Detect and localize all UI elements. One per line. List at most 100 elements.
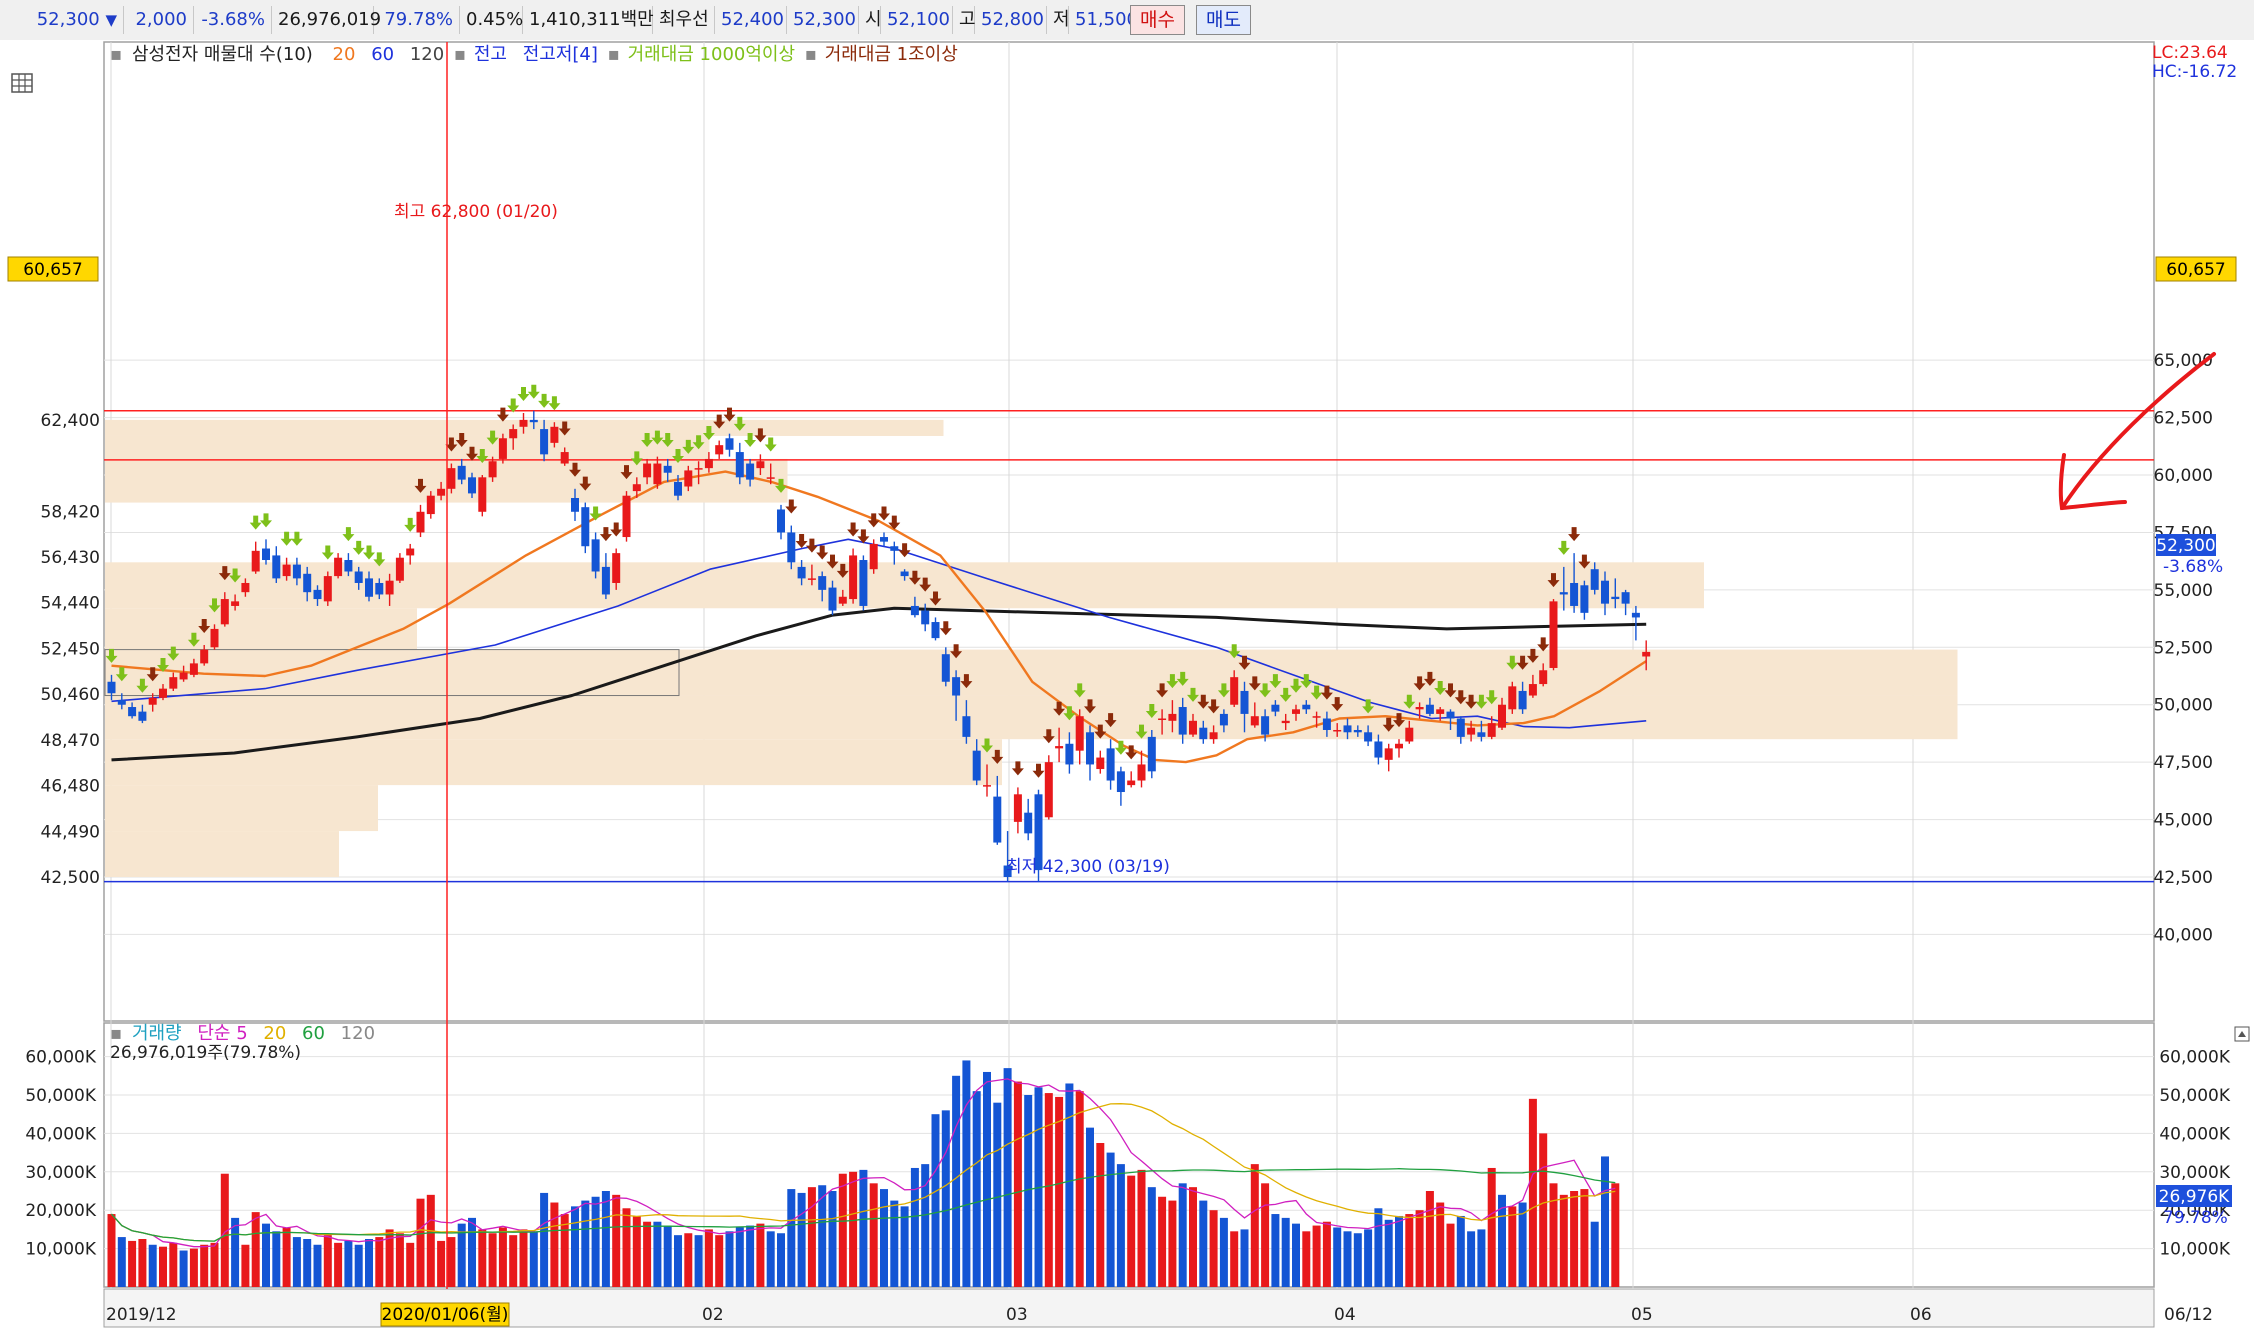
volume-bar <box>1116 1164 1125 1287</box>
candle-body <box>1642 651 1651 657</box>
ma120-line <box>111 606 1647 762</box>
signal-arrow-green <box>342 527 355 542</box>
signal-arrow-brown <box>579 476 592 491</box>
signal-arrow-brown <box>929 591 942 606</box>
volume-bar <box>756 1223 765 1287</box>
stock-chart[interactable]: 62,400 58,420 56,430 54,440 52,450 50,460 48,4… <box>0 40 2254 1329</box>
candle-body <box>498 438 507 459</box>
signal-arrow-green <box>764 437 777 452</box>
candlesticks <box>107 410 1651 882</box>
candle-body <box>117 700 126 705</box>
collapse-icon[interactable] <box>2234 1026 2250 1042</box>
volume-bar <box>406 1242 415 1287</box>
signal-arrow-green <box>1259 683 1272 698</box>
right-axis-label: 52,500 <box>2154 638 2213 658</box>
candle-body <box>1127 780 1136 786</box>
candle-body <box>468 477 476 494</box>
signal-arrow-green <box>1434 681 1447 696</box>
signal-arrow-brown <box>950 644 963 659</box>
signal-arrow-brown <box>1444 683 1457 698</box>
signal-arrow-brown <box>198 619 211 634</box>
volume-bars <box>107 1060 1620 1287</box>
signal-arrow-brown <box>785 499 798 514</box>
candle-body <box>1281 720 1290 724</box>
volume-bar <box>838 1173 847 1287</box>
signal-arrows <box>105 384 1591 778</box>
candle-body <box>323 576 332 602</box>
sell-button[interactable]: 매도 <box>1196 5 1251 35</box>
candle-body <box>385 580 394 595</box>
candle-body <box>1044 762 1053 818</box>
candle-body <box>200 649 209 664</box>
candle-body <box>560 452 569 464</box>
candle-body <box>1487 723 1496 737</box>
signal-arrow-brown <box>1248 676 1261 691</box>
volume-bar <box>777 1233 785 1287</box>
annotation-arrow <box>2058 352 2216 511</box>
volume-bar <box>148 1244 157 1287</box>
volume-bar <box>581 1200 590 1287</box>
candle-body <box>251 550 260 572</box>
volume-bar <box>1518 1202 1527 1287</box>
volume-bar <box>189 1248 198 1287</box>
right-axis-label: 45,000 <box>2154 811 2213 831</box>
trading-value: 1,410,311백만 <box>523 6 654 34</box>
volume-right-label: 50,000K <box>2159 1086 2230 1106</box>
candle-body <box>1065 743 1074 765</box>
signal-arrow-green <box>260 513 272 528</box>
volume-bar <box>385 1229 394 1287</box>
candle-body <box>993 796 1002 843</box>
signal-arrow-brown <box>1053 701 1066 716</box>
volume-bar <box>303 1239 312 1287</box>
legend-hc: HC:-16.72 <box>2152 62 2237 82</box>
candle-body <box>1302 704 1311 710</box>
candle-body <box>1436 709 1445 714</box>
left-axis-label: 48,470 <box>41 731 100 751</box>
candle-body <box>1199 727 1208 740</box>
volume-bar <box>1415 1210 1424 1287</box>
candle-body <box>704 458 713 469</box>
volume-bar <box>766 1231 775 1287</box>
right-axis-label: 42,500 <box>2154 868 2213 888</box>
signal-arrow-green <box>208 598 221 613</box>
buy-button[interactable]: 매수 <box>1130 5 1185 35</box>
candle-body <box>1446 711 1455 719</box>
candle-body <box>169 677 178 689</box>
profile-bar <box>105 739 1002 786</box>
signal-arrow-green <box>589 506 602 521</box>
volume-bar <box>179 1250 188 1287</box>
left-axis-label: 52,450 <box>41 639 100 659</box>
volume-bar <box>1446 1223 1455 1287</box>
volume-bar <box>1333 1227 1342 1287</box>
volume-bar <box>107 1214 116 1287</box>
volume-bar <box>1240 1229 1249 1287</box>
signal-arrow-brown <box>713 414 726 429</box>
open-price: 52,100 <box>881 6 953 34</box>
candle-body <box>797 566 806 579</box>
signal-arrow-brown <box>496 407 509 422</box>
signal-arrow-brown <box>1526 648 1539 663</box>
signal-arrow-brown <box>723 407 736 422</box>
left-axis-label: 46,480 <box>41 777 100 797</box>
legend-ma20: 20 <box>333 44 356 65</box>
signal-arrow-brown <box>1032 763 1045 778</box>
candle-body <box>1219 713 1228 726</box>
x-axis-label: 06/12 <box>2164 1305 2213 1325</box>
high-label: 고 <box>953 6 976 34</box>
volume-bar <box>447 1237 456 1287</box>
candle-body <box>1055 746 1064 749</box>
volume-bar <box>1477 1229 1486 1287</box>
volume-bar <box>931 1114 940 1287</box>
signal-arrow-green <box>527 384 540 399</box>
volume-bar <box>1436 1202 1445 1287</box>
candle-body <box>1003 865 1012 877</box>
volume-bar <box>735 1227 744 1287</box>
price-change-pct: -3.68% <box>194 6 272 34</box>
candle-body <box>787 532 796 563</box>
candle-body <box>437 488 446 496</box>
table-icon[interactable] <box>11 73 33 93</box>
volume-bar <box>983 1071 991 1287</box>
signal-arrow-brown <box>1197 694 1210 709</box>
legend-ma120: 120 <box>410 44 444 65</box>
signal-arrow-brown <box>795 534 808 549</box>
